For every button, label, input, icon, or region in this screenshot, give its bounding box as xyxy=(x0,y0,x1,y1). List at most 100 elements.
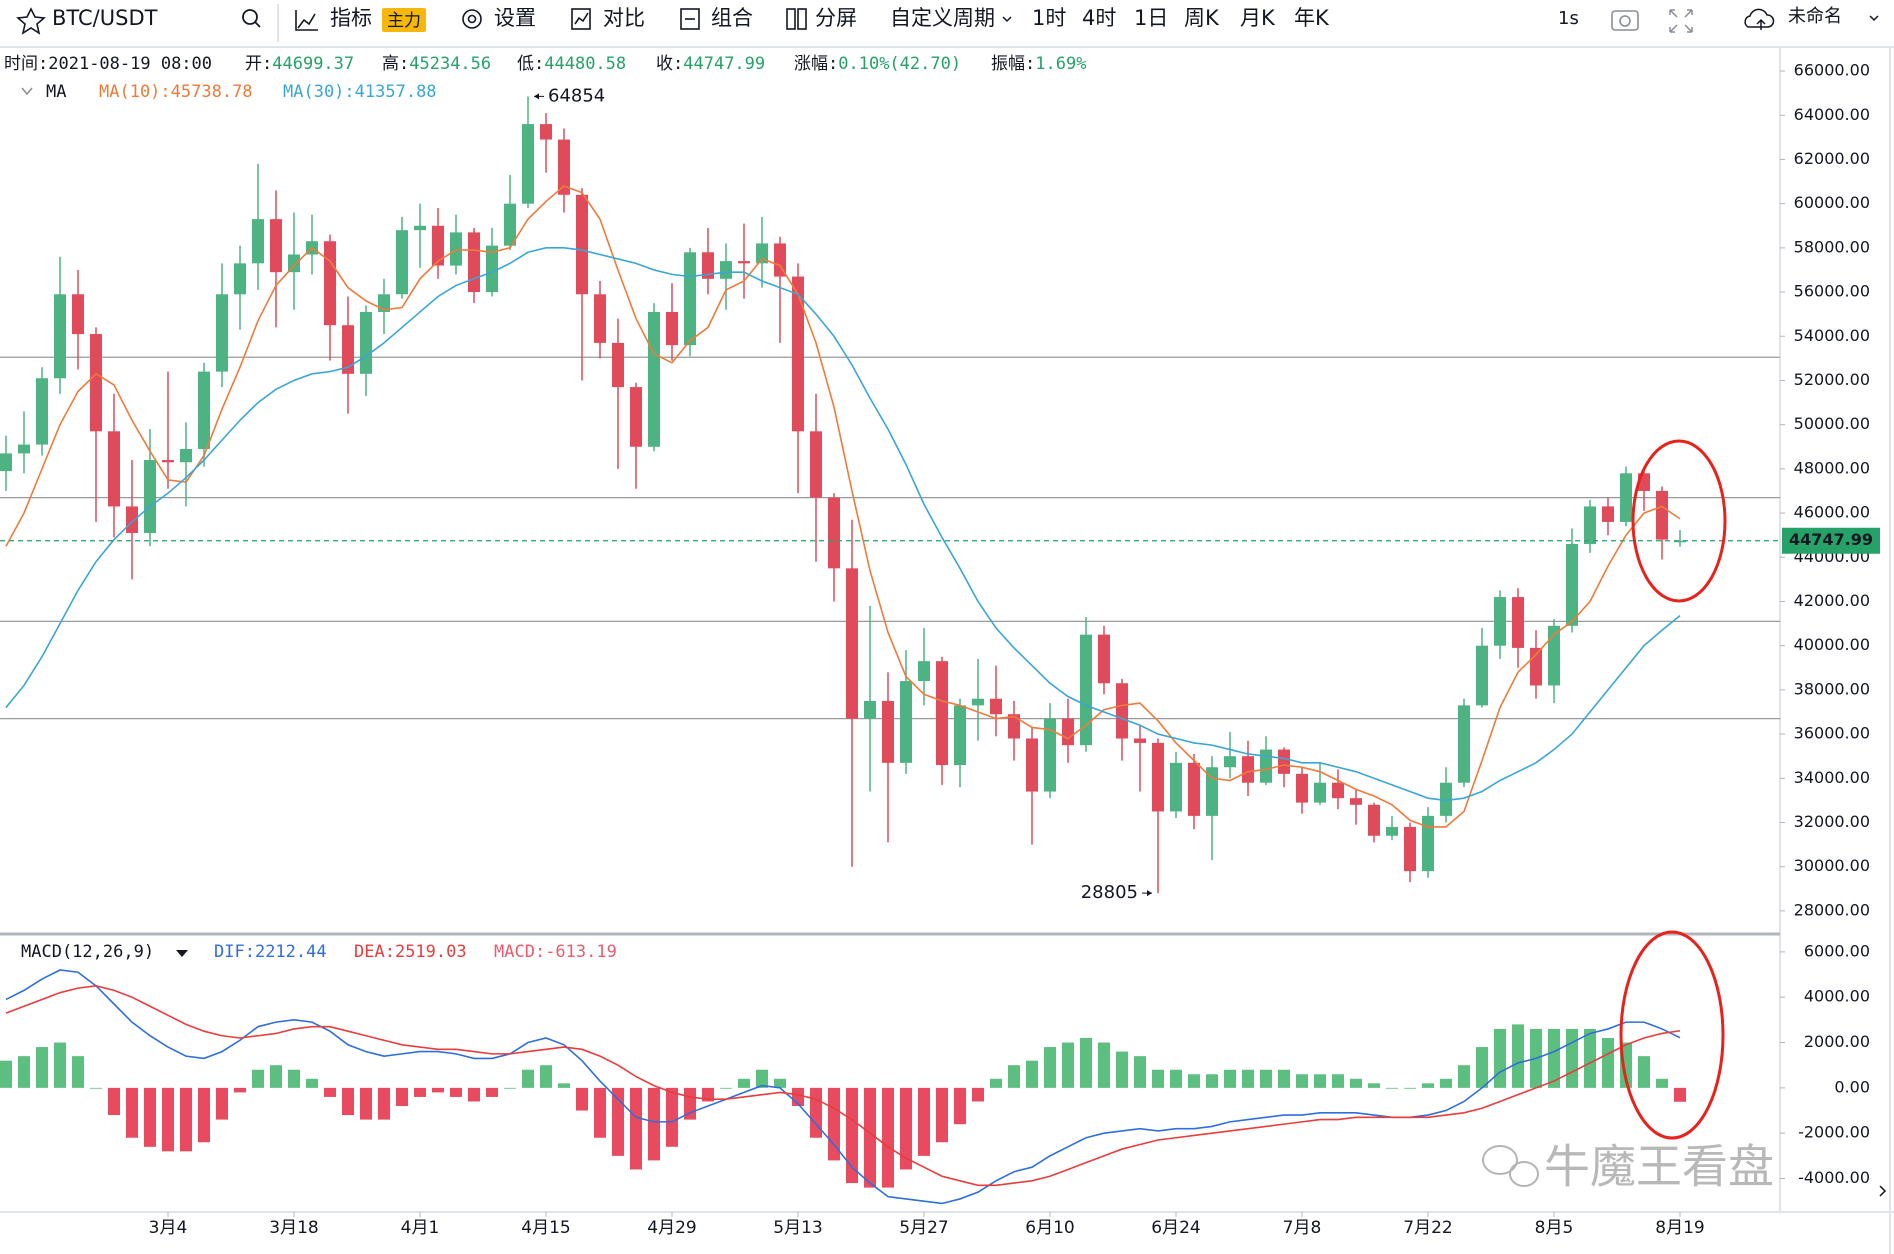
macd-bar xyxy=(1512,1024,1524,1088)
period[interactable]: 1时 xyxy=(1032,6,1066,30)
custom-period[interactable]: 自定义周期 xyxy=(890,6,995,30)
candle-body xyxy=(1314,782,1326,803)
y-tick-label: 42000.00 xyxy=(1794,591,1870,610)
macd-bar xyxy=(36,1047,48,1088)
legend-value: -613.19 xyxy=(545,942,617,962)
macd-bar xyxy=(108,1087,120,1116)
period[interactable]: 月K xyxy=(1240,6,1276,30)
macd-bar xyxy=(1368,1083,1380,1088)
macd-bar xyxy=(864,1087,876,1188)
macd-bar xyxy=(882,1087,894,1188)
macd-bar xyxy=(1152,1069,1164,1088)
y-tick-label: 6000.00 xyxy=(1804,941,1870,960)
candle-body xyxy=(612,342,624,388)
info-label: 低: xyxy=(517,54,544,74)
toolbar-item[interactable]: 组合 xyxy=(711,6,753,30)
candle-body xyxy=(1080,634,1092,746)
candle-body xyxy=(1044,718,1056,792)
info-label: 振幅: xyxy=(991,54,1035,74)
candle-body xyxy=(1404,826,1416,872)
macd-bar xyxy=(0,1060,12,1088)
highlight-circle xyxy=(1631,439,1727,603)
macd-caret[interactable] xyxy=(176,950,188,957)
macd-bar xyxy=(612,1087,624,1156)
candle-body xyxy=(360,311,372,374)
macd-bar xyxy=(810,1087,822,1138)
macd-bar xyxy=(1422,1083,1434,1088)
y-tick-label: 64000.00 xyxy=(1794,105,1870,124)
candle-body xyxy=(810,431,822,498)
macd-bar xyxy=(1134,1056,1146,1088)
candle-body xyxy=(450,232,462,266)
macd-bar xyxy=(1332,1074,1344,1088)
info-label: 开: xyxy=(245,54,272,74)
period[interactable]: 1日 xyxy=(1134,6,1168,30)
toolbar-item[interactable]: 分屏 xyxy=(815,6,857,30)
macd-bar xyxy=(1494,1028,1506,1088)
macd-bar xyxy=(648,1087,660,1161)
y-tick-label: 46000.00 xyxy=(1794,503,1870,522)
fullscreen-icon[interactable] xyxy=(1669,9,1693,33)
legend-name: MA(30): xyxy=(283,82,355,102)
candle-body xyxy=(1296,773,1308,803)
favorite-icon[interactable] xyxy=(16,7,46,35)
candle-body xyxy=(1620,473,1632,522)
candle-body xyxy=(1242,756,1254,783)
y-tick-label: 40000.00 xyxy=(1794,635,1870,654)
plot: 28000.00 30000.00 32000.00 34000.00 36000.00… xyxy=(0,61,1880,1238)
toolbar-item[interactable]: 指标 xyxy=(330,6,372,30)
candle-body xyxy=(1476,645,1488,706)
macd-bar xyxy=(918,1087,930,1156)
candle-body xyxy=(594,294,606,343)
camera-icon[interactable] xyxy=(1611,10,1639,31)
candle-body xyxy=(1566,544,1578,626)
scroll-right[interactable] xyxy=(1879,1185,1887,1197)
macd-bar xyxy=(1242,1069,1254,1088)
info-value: 44480.58 xyxy=(544,54,626,74)
info-item: 高:45234.56 xyxy=(382,54,491,74)
macd-bar xyxy=(1674,1087,1686,1102)
period[interactable]: 4时 xyxy=(1082,6,1116,30)
legend-collapse[interactable] xyxy=(21,87,33,96)
macd-bar xyxy=(1044,1047,1056,1088)
dropdown-caret xyxy=(1002,16,1012,23)
candle-body xyxy=(756,243,768,264)
candle-body xyxy=(180,448,192,463)
symbol[interactable]: BTC/USDT xyxy=(52,6,158,30)
layout-name[interactable]: 未命名 xyxy=(1788,6,1842,27)
macd-bar xyxy=(900,1087,912,1170)
candle-body xyxy=(1656,490,1668,540)
candle-body xyxy=(954,705,966,766)
y-tick-label: 2000.00 xyxy=(1804,1032,1870,1051)
candle-body xyxy=(1386,826,1398,836)
x-tick-label: 8月5 xyxy=(1535,1218,1574,1238)
macd-bar xyxy=(1350,1078,1362,1088)
y-tick-label: 32000.00 xyxy=(1794,812,1870,831)
candle-body xyxy=(252,219,264,264)
period[interactable]: 年K xyxy=(1294,6,1330,30)
macd-bar xyxy=(720,1087,732,1089)
legend-entry: MACD:-613.19 xyxy=(494,942,617,962)
info-item: 时间:2021-08-19 08:00 xyxy=(4,54,212,74)
search-icon[interactable] xyxy=(242,9,258,25)
info-label: 时间: xyxy=(4,54,48,74)
macd-bar xyxy=(972,1087,984,1102)
toolbar-item[interactable]: 对比 xyxy=(603,6,645,30)
legend-name: MACD: xyxy=(494,942,545,962)
toolbar-item[interactable]: 设置 xyxy=(494,6,536,30)
macd-bar xyxy=(1080,1038,1092,1088)
cloud-icon[interactable] xyxy=(1744,8,1775,30)
macd-bar xyxy=(144,1087,156,1147)
period[interactable]: 周K xyxy=(1184,6,1220,30)
replay-speed[interactable]: 1s xyxy=(1558,8,1579,29)
candle-body xyxy=(648,311,660,447)
max-label: 64854 xyxy=(548,85,605,106)
y-tick-label: 58000.00 xyxy=(1794,237,1870,256)
x-tick-label: 3月18 xyxy=(269,1218,318,1238)
y-tick-label: 48000.00 xyxy=(1794,458,1870,477)
candle-body xyxy=(666,311,678,346)
legend-value: 2519.03 xyxy=(395,942,467,962)
candle-body xyxy=(234,263,246,295)
candle-body xyxy=(1098,634,1110,684)
badge: 主力 xyxy=(387,11,421,31)
